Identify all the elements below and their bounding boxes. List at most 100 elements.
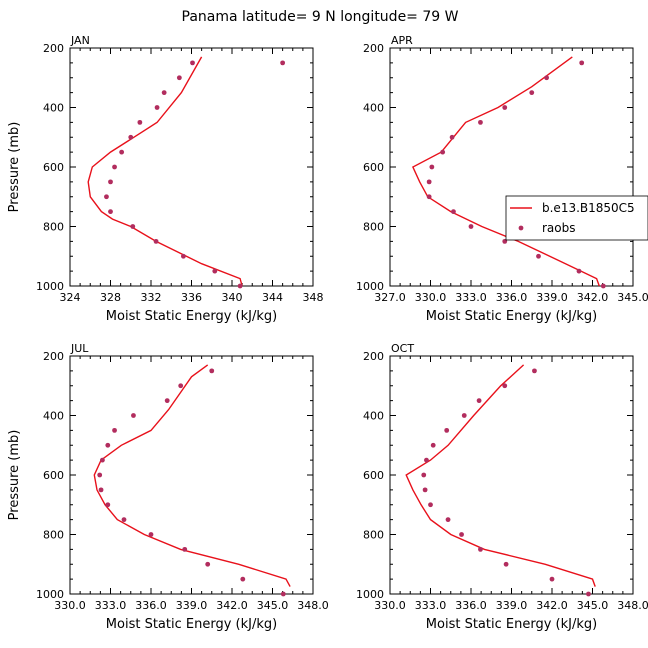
x-tick-label: 333.0: [95, 599, 127, 612]
panel-oct: 330.0 333.0 336.0 339.0 342.0 345.0 348.0 200 40…: [356, 342, 648, 632]
obs-data-point: [176, 75, 182, 81]
obs-data-point: [461, 413, 467, 418]
panel-label: JAN: [70, 34, 90, 47]
y-tick-label: 800: [43, 221, 64, 234]
model-series-line: [411, 56, 600, 287]
obs-data-point: [161, 90, 167, 96]
obs-data-point: [154, 105, 160, 110]
x-tick-label: 340: [222, 291, 243, 304]
x-tick-label: 339.0: [176, 599, 208, 612]
obs-data-point: [153, 238, 159, 244]
obs-data-point: [182, 546, 188, 552]
obs-data-point: [426, 194, 432, 200]
y-tick-label: 1000: [36, 588, 64, 601]
obs-data-point: [459, 532, 464, 537]
obs-data-point: [240, 576, 246, 582]
obs-data-point: [478, 119, 483, 125]
x-tick-label: 348.0: [297, 599, 329, 612]
y-tick-label: 800: [43, 529, 64, 542]
x-tick-label: 342.0: [216, 599, 248, 612]
obs-data-point: [108, 209, 113, 215]
obs-data-point: [181, 253, 186, 259]
plot-frame: [389, 47, 634, 287]
obs-data-point: [544, 75, 549, 81]
legend-box: [505, 195, 648, 241]
x-tick-label: 339.0: [496, 599, 528, 612]
x-tick-label: 345.0: [257, 599, 289, 612]
x-tick-label: 336.0: [496, 291, 528, 304]
obs-data-point: [422, 487, 428, 493]
y-tick-label: 1000: [356, 588, 384, 601]
plot-frame: [69, 47, 314, 287]
y-tick-label: 600: [43, 469, 64, 482]
obs-data-point: [280, 60, 286, 66]
y-axis-title: Pressure (mb): [7, 430, 22, 521]
panel-apr: 327.0 330.0 333.0 336.0 339.0 342.0 345.0 200 40…: [356, 34, 648, 324]
obs-data-point: [449, 134, 455, 140]
y-tick-label: 200: [43, 350, 64, 363]
obs-data-point: [178, 383, 184, 389]
obs-data-point: [421, 472, 427, 478]
obs-data-point: [536, 253, 541, 259]
obs-data-point: [164, 398, 170, 404]
y-tick-label: 200: [363, 42, 384, 55]
obs-data-point: [131, 413, 136, 418]
obs-data-point: [440, 149, 446, 155]
y-tick-label: 400: [363, 410, 384, 423]
y-tick-label: 1000: [36, 280, 64, 293]
model-series-line: [405, 364, 596, 587]
obs-data-point: [586, 591, 591, 597]
obs-data-point: [112, 427, 117, 433]
obs-data-point: [424, 457, 429, 463]
obs-data-point: [112, 164, 117, 170]
obs-data-point: [476, 398, 482, 404]
obs-data-point: [426, 179, 432, 185]
x-tick-label: 348: [303, 291, 324, 304]
obs-data-point: [212, 268, 218, 274]
obs-data-point: [529, 90, 535, 96]
legend-marker-swatch: [518, 225, 524, 231]
obs-data-point: [100, 457, 105, 463]
obs-data-point: [503, 561, 509, 567]
obs-data-point: [429, 164, 435, 170]
plot-frame: [69, 355, 314, 595]
obs-data-point: [119, 149, 125, 155]
obs-data-point: [478, 546, 483, 552]
x-axis-title: Moist Static Energy (kJ/kg): [426, 617, 597, 632]
panel-label: JUL: [70, 342, 89, 355]
obs-data-point: [428, 502, 433, 508]
obs-data-point: [280, 591, 286, 597]
y-tick-label: 800: [363, 529, 384, 542]
panel-label: OCT: [391, 342, 414, 355]
x-tick-label: 339.0: [536, 291, 568, 304]
y-tick-label: 400: [43, 102, 64, 115]
obs-data-point: [190, 60, 195, 66]
y-tick-label: 200: [363, 350, 384, 363]
y-tick-label: 600: [363, 161, 384, 174]
y-tick-label: 400: [363, 102, 384, 115]
obs-data-point: [549, 576, 555, 582]
panel-jan: 324 328 332 336 340 344 348 200 400 600 800 1000 JAN…: [7, 34, 324, 324]
obs-data-point: [444, 427, 450, 433]
legend-label: raobs: [542, 221, 576, 235]
x-tick-label: 336: [181, 291, 202, 304]
obs-data-point: [502, 383, 508, 389]
model-series-line: [93, 364, 291, 587]
model-series-line: [87, 56, 243, 287]
x-tick-label: 345.0: [617, 291, 648, 304]
x-tick-label: 328: [100, 291, 121, 304]
x-tick-label: 327.0: [374, 291, 406, 304]
y-tick-label: 600: [363, 469, 384, 482]
obs-data-point: [98, 487, 104, 493]
y-tick-label: 800: [363, 221, 384, 234]
obs-data-point: [576, 268, 582, 274]
obs-data-point: [105, 502, 111, 508]
x-tick-label: 336.0: [135, 599, 167, 612]
obs-data-point: [532, 368, 537, 374]
obs-data-point: [121, 517, 127, 523]
obs-data-point: [445, 517, 451, 523]
obs-data-point: [209, 368, 215, 374]
obs-data-point: [105, 442, 111, 448]
y-axis-title: Pressure (mb): [7, 122, 22, 213]
